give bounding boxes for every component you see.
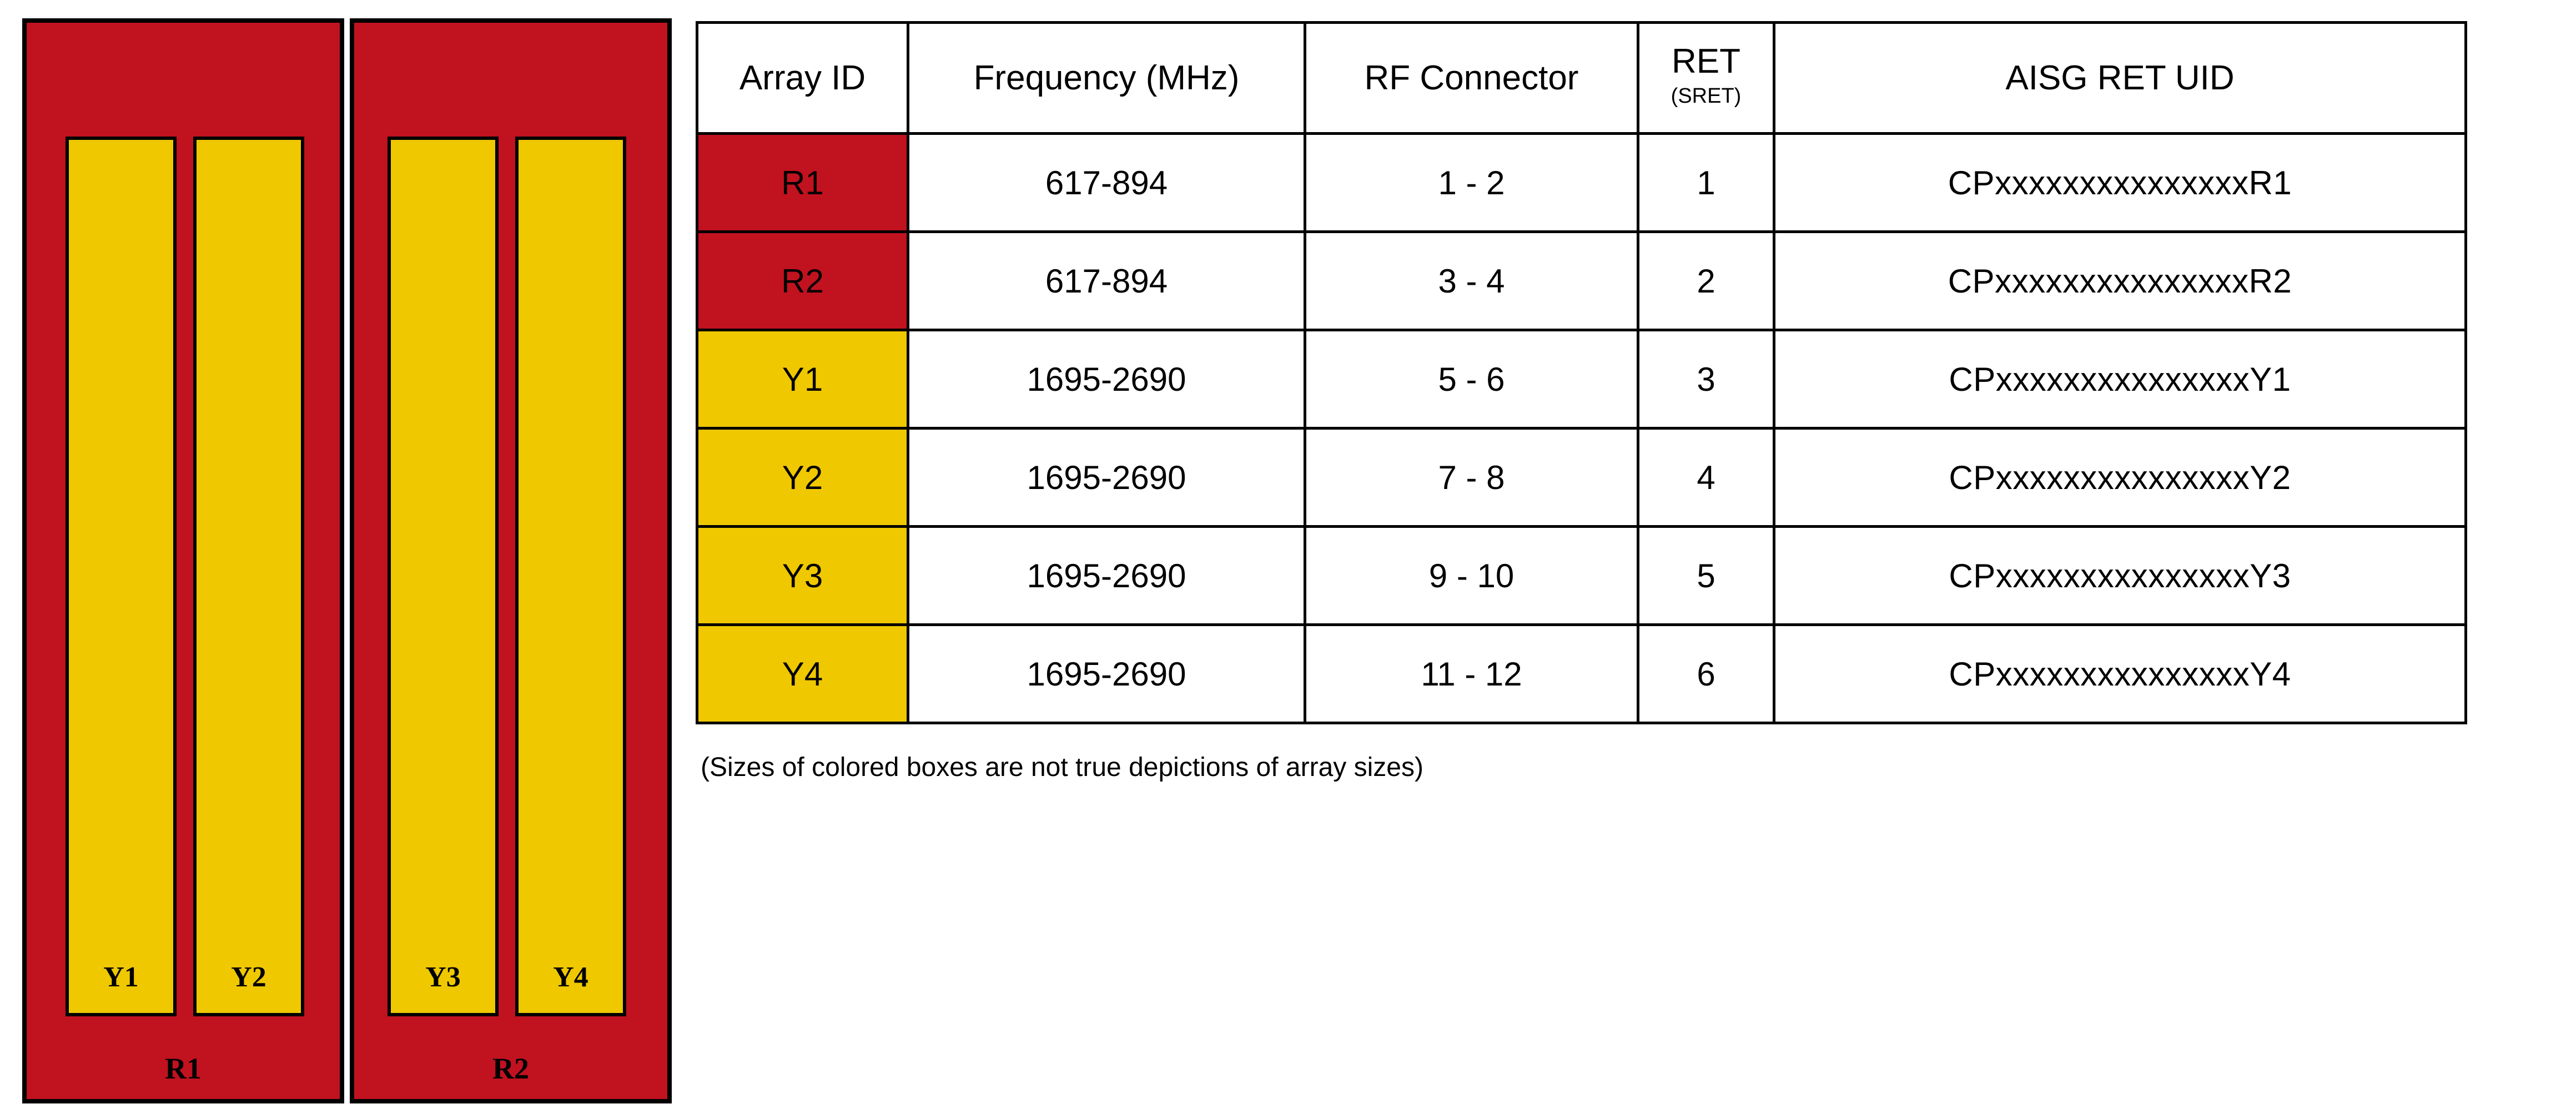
array-label-y1: Y1 — [103, 961, 139, 993]
table-header-row: Array ID Frequency (MHz) RF Connector RE… — [696, 21, 2467, 135]
panel-label-r2: R2 — [492, 1052, 529, 1085]
antenna-panel-r2: Y3 Y4 R2 — [350, 18, 672, 1103]
cell-aisg-ret-uid: CPxxxxxxxxxxxxxxxY4 — [1773, 623, 2467, 724]
cell-rf-connector: 11 - 12 — [1304, 623, 1639, 724]
table-row: R1 617-894 1 - 2 1 CPxxxxxxxxxxxxxxxR1 — [696, 132, 2467, 233]
array-specification-table: Array ID Frequency (MHz) RF Connector RE… — [696, 21, 2467, 724]
cell-array-id: Y2 — [696, 427, 909, 528]
cell-array-id: R2 — [696, 230, 909, 331]
cell-frequency: 1695-2690 — [907, 525, 1306, 626]
table-row: R2 617-894 3 - 4 2 CPxxxxxxxxxxxxxxxR2 — [696, 230, 2467, 331]
cell-aisg-ret-uid: CPxxxxxxxxxxxxxxxY1 — [1773, 329, 2467, 430]
cell-ret: 3 — [1637, 329, 1775, 430]
cell-rf-connector: 5 - 6 — [1304, 329, 1639, 430]
panel-label-r1: R1 — [165, 1052, 202, 1085]
cell-ret: 1 — [1637, 132, 1775, 233]
cell-ret: 2 — [1637, 230, 1775, 331]
cell-aisg-ret-uid: CPxxxxxxxxxxxxxxxR2 — [1773, 230, 2467, 331]
column-header-ret: RET (SRET) — [1637, 21, 1775, 135]
column-header-rf-connector: RF Connector — [1304, 21, 1639, 135]
cell-rf-connector: 9 - 10 — [1304, 525, 1639, 626]
column-header-ret-sub: (SRET) — [1671, 84, 1742, 108]
antenna-diagram: Y1 Y2 R1 Y3 Y4 R2 — [0, 0, 688, 1119]
cell-ret: 5 — [1637, 525, 1775, 626]
array-box-y3: Y3 — [388, 137, 499, 1016]
cell-aisg-ret-uid: CPxxxxxxxxxxxxxxxR1 — [1773, 132, 2467, 233]
cell-aisg-ret-uid: CPxxxxxxxxxxxxxxxY2 — [1773, 427, 2467, 528]
cell-aisg-ret-uid: CPxxxxxxxxxxxxxxxY3 — [1773, 525, 2467, 626]
column-header-ret-main: RET — [1672, 42, 1740, 80]
cell-array-id: R1 — [696, 132, 909, 233]
cell-ret: 4 — [1637, 427, 1775, 528]
cell-rf-connector: 7 - 8 — [1304, 427, 1639, 528]
cell-frequency: 617-894 — [907, 230, 1306, 331]
table-row: Y2 1695-2690 7 - 8 4 CPxxxxxxxxxxxxxxxY2 — [696, 427, 2467, 528]
cell-rf-connector: 3 - 4 — [1304, 230, 1639, 331]
table-row: Y1 1695-2690 5 - 6 3 CPxxxxxxxxxxxxxxxY1 — [696, 329, 2467, 430]
array-label-y3: Y3 — [425, 961, 461, 993]
column-header-array-id: Array ID — [696, 21, 909, 135]
cell-frequency: 1695-2690 — [907, 427, 1306, 528]
array-box-y1: Y1 — [66, 137, 177, 1016]
column-header-frequency: Frequency (MHz) — [907, 21, 1306, 135]
cell-array-id: Y3 — [696, 525, 909, 626]
antenna-panel-r1: Y1 Y2 R1 — [22, 18, 344, 1103]
cell-frequency: 1695-2690 — [907, 329, 1306, 430]
footnote-text: (Sizes of colored boxes are not true dep… — [701, 753, 1423, 782]
array-box-y4: Y4 — [515, 137, 626, 1016]
cell-rf-connector: 1 - 2 — [1304, 132, 1639, 233]
table-row: Y4 1695-2690 11 - 12 6 CPxxxxxxxxxxxxxxxY4 — [696, 623, 2467, 724]
array-box-y2: Y2 — [193, 137, 304, 1016]
column-header-aisg-ret-uid: AISG RET UID — [1773, 21, 2467, 135]
array-label-y4: Y4 — [553, 961, 588, 993]
cell-array-id: Y1 — [696, 329, 909, 430]
cell-frequency: 617-894 — [907, 132, 1306, 233]
cell-frequency: 1695-2690 — [907, 623, 1306, 724]
table-row: Y3 1695-2690 9 - 10 5 CPxxxxxxxxxxxxxxxY3 — [696, 525, 2467, 626]
cell-array-id: Y4 — [696, 623, 909, 724]
cell-ret: 6 — [1637, 623, 1775, 724]
array-label-y2: Y2 — [231, 961, 266, 993]
